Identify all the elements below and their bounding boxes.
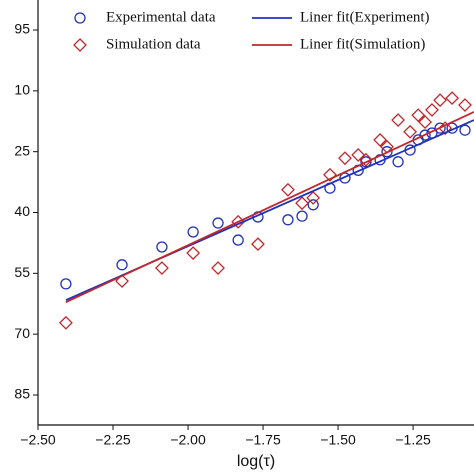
y-tick-label: 25	[14, 142, 30, 158]
data-point	[156, 241, 168, 253]
data-point	[251, 237, 265, 252]
data-point	[306, 190, 321, 205]
data-point	[116, 259, 128, 271]
data-point	[307, 199, 319, 211]
data-point	[58, 315, 73, 330]
data-point	[323, 167, 337, 182]
data-point	[359, 152, 373, 167]
data-point	[425, 102, 439, 117]
data-point	[115, 274, 129, 288]
data-point	[418, 115, 433, 129]
data-point	[434, 122, 446, 134]
data-point	[338, 151, 352, 166]
y-tick-label: 55	[14, 264, 30, 280]
data-point	[438, 121, 453, 136]
data-point	[381, 146, 393, 158]
data-point	[60, 278, 72, 290]
x-tick-label: −1.50	[320, 432, 356, 448]
data-point	[373, 132, 387, 147]
legend-swatch	[74, 12, 86, 24]
data-point	[459, 124, 471, 136]
data-point	[296, 210, 308, 222]
data-point	[212, 217, 224, 229]
data-point	[211, 261, 225, 275]
data-point	[281, 182, 295, 197]
data-point	[458, 98, 472, 112]
x-tick-label: −2.50	[20, 432, 56, 448]
x-tick-label: −1.25	[395, 432, 431, 448]
legend-label: Liner fit(Experiment)	[300, 9, 430, 25]
data-point	[392, 156, 404, 168]
legend-swatch	[73, 38, 87, 52]
data-point	[351, 147, 366, 162]
legend-label: Experimental data	[106, 9, 216, 25]
data-point	[232, 234, 244, 246]
data-point	[411, 108, 426, 123]
y-tick-label: 10	[14, 82, 30, 98]
x-tick-label: −1.75	[245, 432, 281, 448]
data-point	[187, 226, 199, 238]
data-point	[391, 113, 406, 127]
data-point	[295, 196, 309, 211]
y-tick-label: 40	[14, 203, 30, 219]
data-point	[419, 129, 431, 141]
y-tick-label: 85	[14, 386, 30, 402]
data-point	[445, 91, 460, 106]
fit-line	[65, 111, 474, 303]
y-tick-label: 70	[14, 325, 30, 341]
data-point	[186, 246, 201, 260]
data-point	[155, 261, 169, 275]
data-point	[403, 124, 418, 139]
legend-label: Simulation data	[106, 36, 201, 52]
data-point	[433, 93, 448, 108]
legend-label: Liner fit(Simulation)	[300, 36, 425, 52]
x-tick-label: −2.25	[95, 432, 131, 448]
data-point	[282, 214, 294, 226]
x-tick-label: −2.00	[170, 432, 206, 448]
x-axis-label: log(τ)	[237, 453, 275, 470]
y-tick-label: 95	[14, 21, 30, 37]
